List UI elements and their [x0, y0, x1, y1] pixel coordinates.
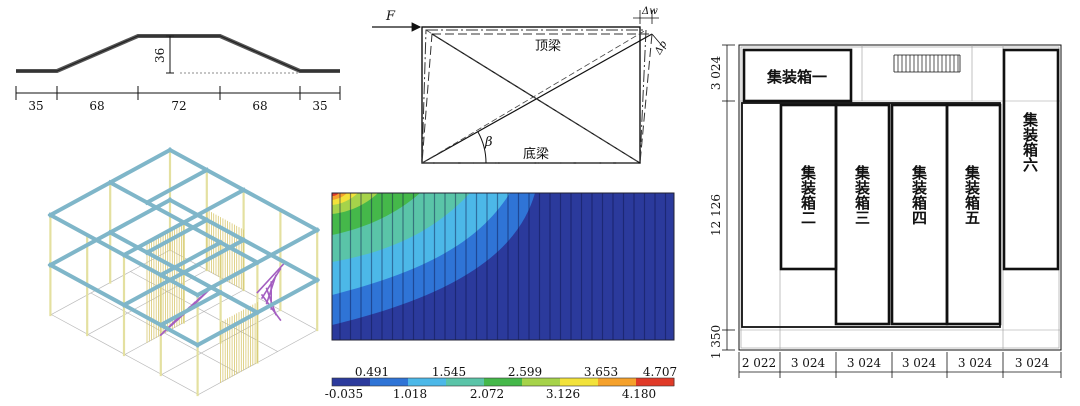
stress-contour-plot: 0.491 1.545 2.599 3.653 4.707 -0.035 1.0…	[325, 192, 677, 401]
bottom-beam-label: 底梁	[523, 146, 549, 162]
delta-p-label: Δp	[653, 39, 670, 58]
stair-icon	[897, 55, 959, 72]
container-2-label: 集装箱二	[799, 164, 817, 225]
scale-swatch	[560, 378, 599, 386]
frame-deformation-diagram: F Δw Δp β 顶梁 底梁	[372, 6, 670, 164]
profile-width-3: 72	[171, 99, 186, 113]
container-3-label: 集装箱三	[853, 164, 871, 225]
profile-width-1: 35	[28, 99, 43, 113]
scale-swatch	[598, 378, 637, 386]
profile-width-4: 68	[252, 99, 267, 113]
scale-swatch	[522, 378, 561, 386]
scale-swatch	[408, 378, 447, 386]
scale-swatch	[370, 378, 409, 386]
container-floor-plan: 集装箱一 集装箱二 集装箱三 集装箱四 集装箱五 集装箱六 3 024 12 1…	[709, 44, 1062, 378]
scale-swatch	[636, 378, 675, 386]
force-label: F	[385, 9, 396, 24]
contour-color-scale	[331, 377, 675, 387]
profile-width-5: 35	[312, 99, 327, 113]
delta-w-label: Δw	[641, 6, 658, 17]
left-dim-2: 12 126	[709, 194, 723, 236]
scale-swatch	[332, 378, 371, 386]
scale-lower-3: 2.072	[470, 387, 504, 401]
top-beam-label: 顶梁	[535, 39, 561, 54]
profile-width-2: 68	[89, 99, 104, 113]
contour-corrugation-lines	[339, 193, 667, 340]
container-1-label: 集装箱一	[766, 68, 827, 86]
scale-upper-4: 3.653	[584, 365, 618, 379]
corrugation-profile: 36 35 68 72 68 35	[15, 34, 341, 113]
left-dim-3: 1 350	[709, 325, 723, 359]
container-5-label: 集装箱五	[963, 164, 981, 225]
scale-lower-4: 3.126	[546, 387, 580, 401]
scale-upper-2: 1.545	[432, 365, 466, 379]
scale-upper-5: 4.707	[643, 365, 677, 379]
structure-3d-model	[47, 147, 320, 397]
profile-height-label: 36	[153, 48, 167, 63]
scale-swatch	[446, 378, 485, 386]
left-dim-1: 3 024	[709, 55, 723, 90]
bottom-dim-1: 2 022	[742, 356, 776, 370]
angle-beta-label: β	[484, 135, 493, 150]
container-4-label: 集装箱四	[910, 164, 928, 225]
scale-upper-1: 0.491	[355, 365, 389, 379]
bottom-dim-4: 3 024	[902, 356, 937, 370]
bottom-dim-6: 3 024	[1015, 356, 1050, 370]
bottom-dim-3: 3 024	[847, 356, 882, 370]
container-6-label: 集装箱六	[1021, 111, 1039, 173]
bottom-dim-5: 3 024	[958, 356, 993, 370]
scale-lower-2: 1.018	[393, 387, 427, 401]
scale-lower-5: 4.180	[622, 387, 656, 401]
scale-lower-1: -0.035	[325, 387, 363, 401]
scale-swatch	[484, 378, 523, 386]
bottom-dim-2: 3 024	[791, 356, 826, 370]
scale-upper-3: 2.599	[508, 365, 542, 379]
